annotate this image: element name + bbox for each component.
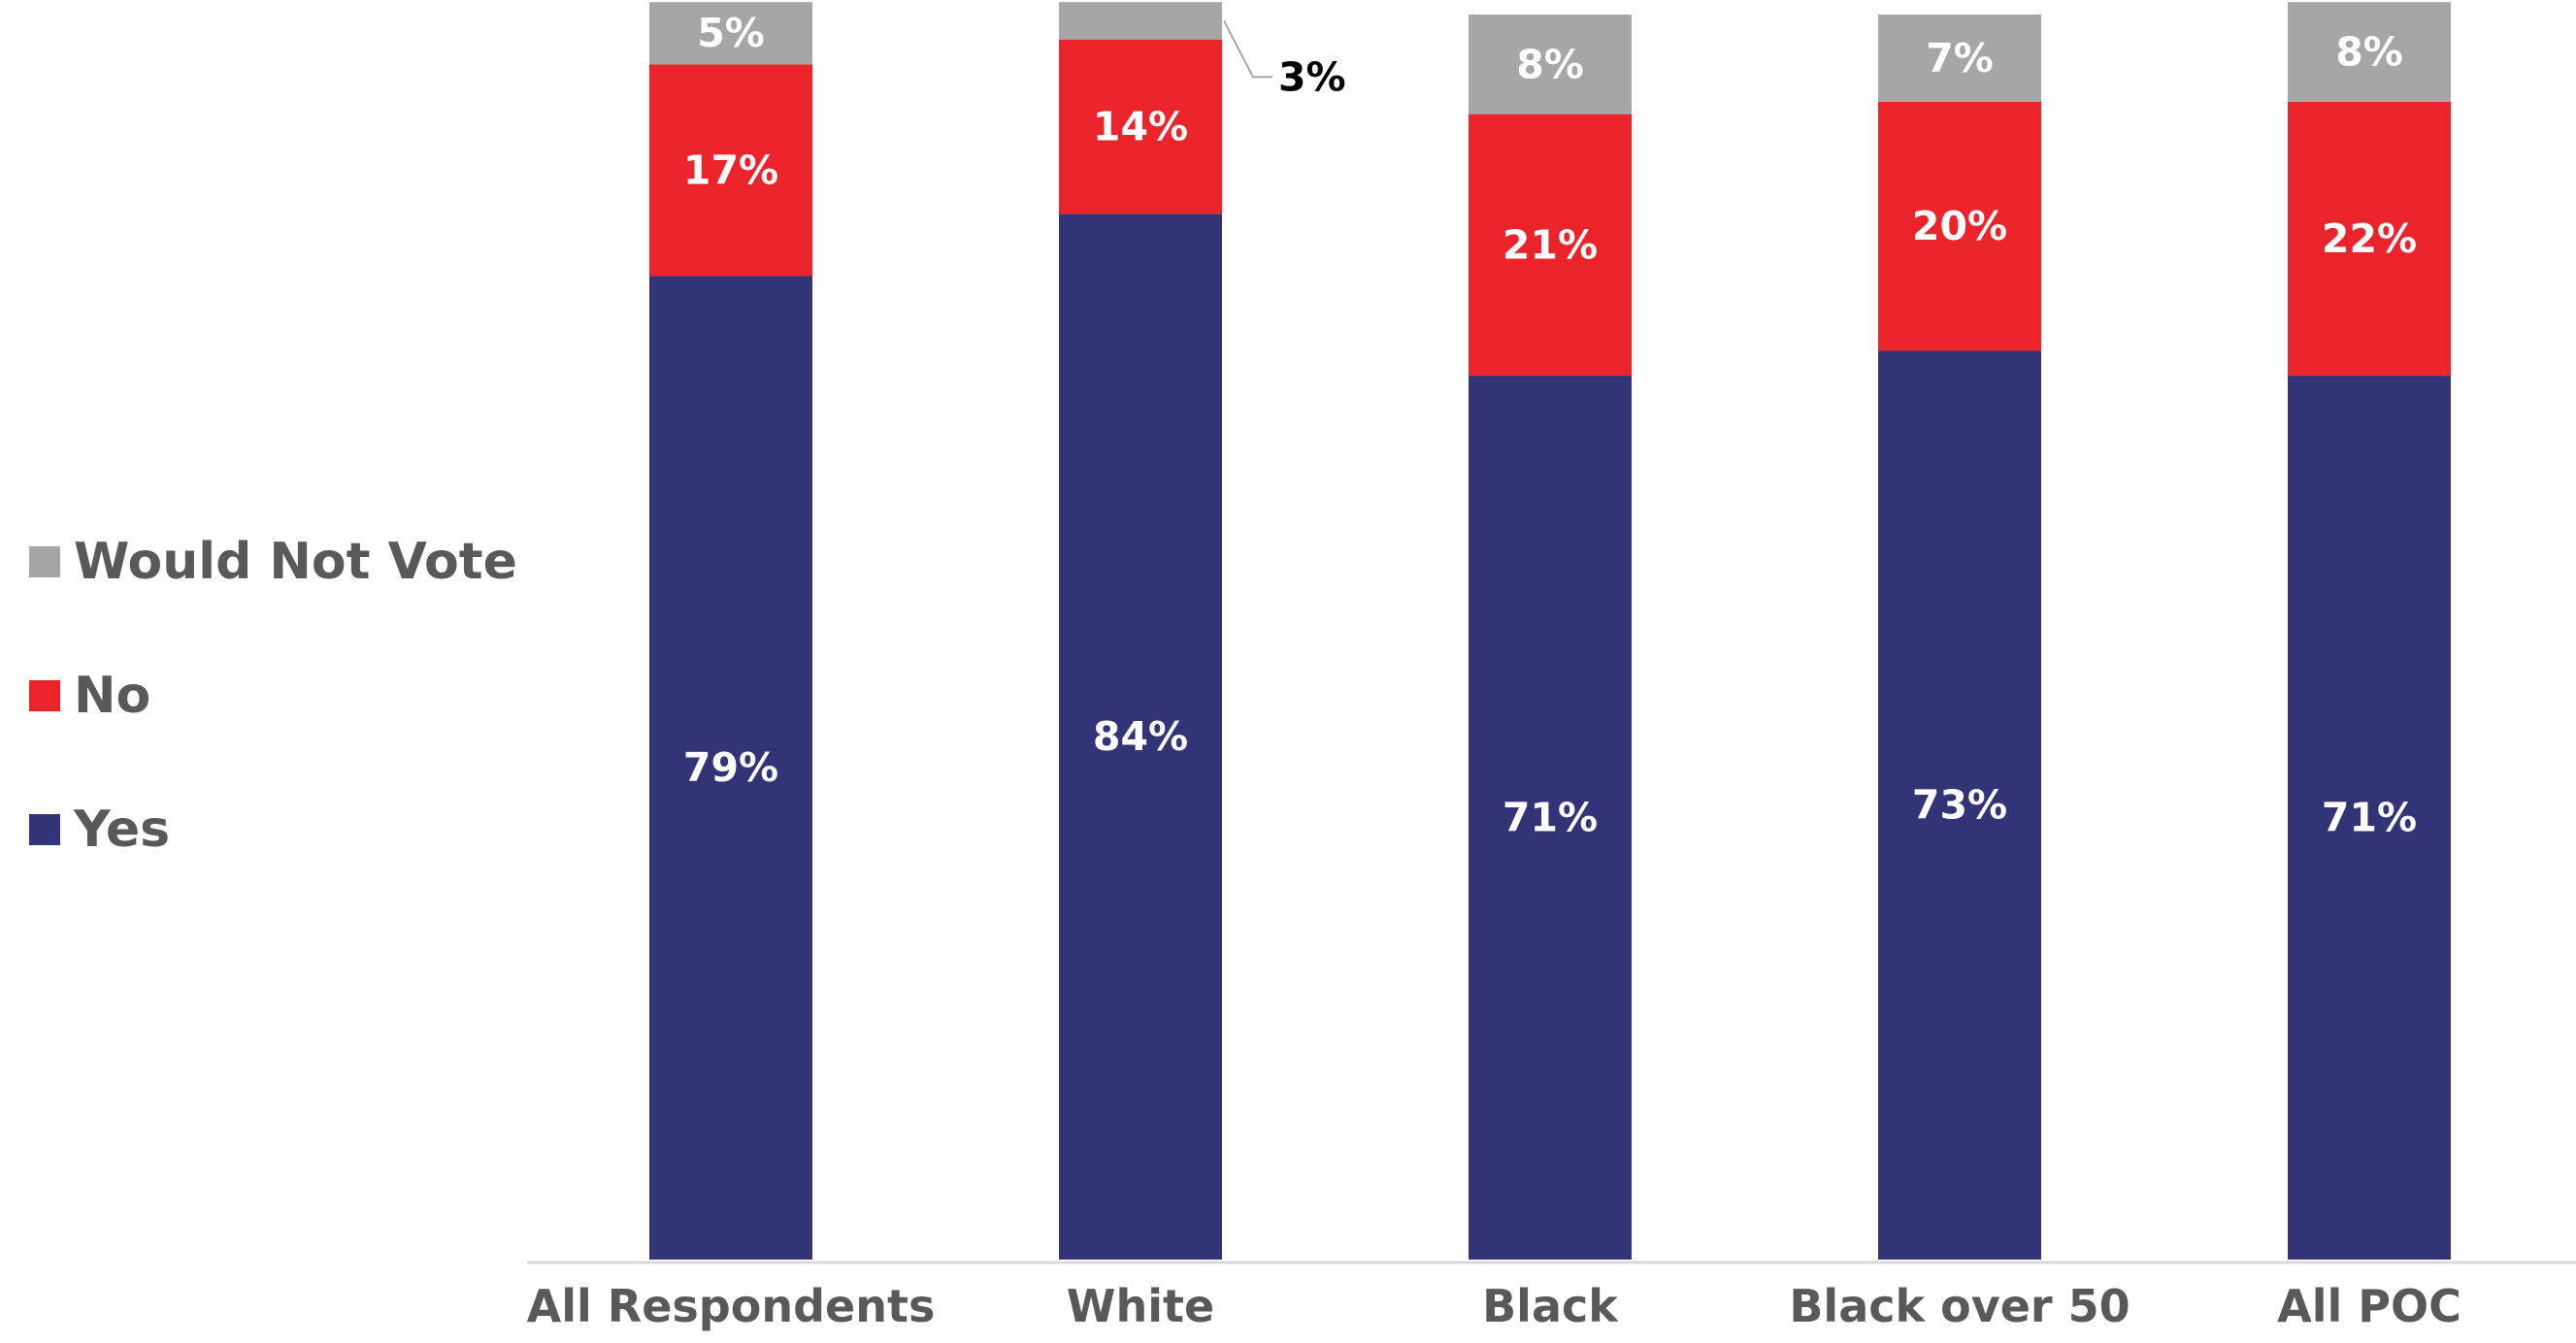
data-label-all-poc-would-not-vote: 8% — [2335, 28, 2403, 75]
data-label-all-respondents-no: 17% — [683, 147, 778, 193]
data-label-white-would-not-vote: 3% — [1278, 53, 1346, 100]
data-label-white-no: 14% — [1093, 103, 1188, 149]
bar-segment-white-would-not-vote — [1059, 2, 1222, 40]
legend-item-no: No — [29, 629, 517, 763]
category-label-all-poc: All POC — [2277, 1280, 2461, 1332]
data-label-all-respondents-yes: 79% — [683, 744, 778, 791]
data-label-black-over-50-yes: 73% — [1912, 782, 2007, 829]
legend-label-no: No — [74, 667, 151, 725]
legend-item-yes: Yes — [29, 763, 517, 897]
data-label-black-over-50-would-not-vote: 7% — [1926, 35, 1994, 82]
bar-segment-black-over-50-would-not-vote — [1878, 15, 2041, 102]
legend: Would Not Vote No Yes — [29, 495, 517, 897]
legend-swatch-no — [29, 680, 60, 711]
bar-segment-all-poc-no — [2288, 101, 2451, 377]
legend-label-yes: Yes — [74, 801, 171, 859]
category-label-white: White — [1067, 1280, 1214, 1332]
callouts-group: 3% — [1223, 19, 1346, 100]
legend-label-would-not-vote: Would Not Vote — [74, 533, 517, 591]
category-label-black: Black — [1482, 1280, 1619, 1332]
legend-item-would-not-vote: Would Not Vote — [29, 495, 517, 629]
legend-swatch-yes — [29, 814, 60, 845]
bars-group — [649, 2, 2451, 1260]
segment-labels-group: 79% 17% 5% 84% 14% 71% 21% 8% 73% 20% 7% 71% 22% 8% — [683, 10, 2417, 840]
bar-segment-black-would-not-vote — [1469, 15, 1632, 115]
bar-segment-all-poc-would-not-vote — [2288, 2, 2451, 102]
data-label-black-would-not-vote: 8% — [1516, 41, 1584, 87]
callout-leader-line — [1223, 19, 1272, 79]
bar-segment-white-no — [1059, 39, 1222, 214]
category-label-all-respondents: All Respondents — [527, 1280, 936, 1332]
bar-segment-black-over-50-no — [1878, 101, 2041, 351]
legend-swatch-would-not-vote — [29, 546, 60, 577]
bar-segment-all-respondents-would-not-vote — [649, 2, 812, 65]
data-label-black-no: 21% — [1503, 221, 1598, 268]
data-label-black-over-50-no: 20% — [1912, 203, 2007, 249]
data-label-all-poc-yes: 71% — [2322, 795, 2417, 841]
data-label-black-yes: 71% — [1503, 795, 1598, 841]
bar-segment-all-poc-yes — [2288, 376, 2451, 1260]
bar-segment-black-yes — [1469, 376, 1632, 1260]
category-labels-group: All Respondents White Black Black over 50 Al… — [527, 1280, 2461, 1332]
data-label-white-yes: 84% — [1093, 713, 1188, 760]
data-label-all-poc-no: 22% — [2322, 215, 2417, 262]
bar-segment-black-over-50-yes — [1878, 350, 2041, 1260]
bar-segment-all-respondents-yes — [649, 276, 812, 1260]
data-label-all-respondents-would-not-vote: 5% — [697, 10, 765, 56]
bar-segment-black-no — [1469, 114, 1632, 377]
category-label-black-over-50: Black over 50 — [1789, 1280, 2130, 1332]
bar-segment-all-respondents-no — [649, 64, 812, 277]
bar-segment-white-yes — [1059, 213, 1222, 1260]
